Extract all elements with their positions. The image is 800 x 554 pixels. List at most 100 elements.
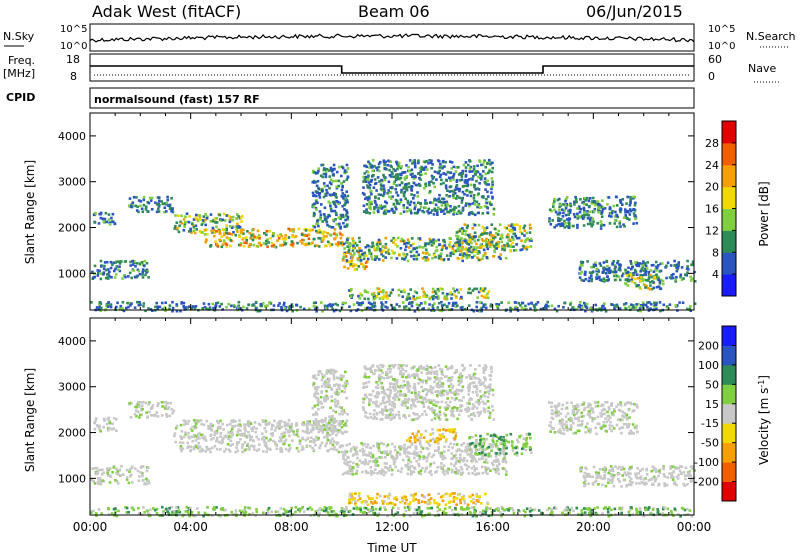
echo-cell (107, 428, 110, 432)
echo-cell (522, 307, 526, 311)
echo-cell (523, 442, 527, 446)
echo-cell (193, 307, 197, 310)
echo-cell (242, 228, 245, 232)
echo-cell (554, 210, 558, 214)
echo-cell (496, 466, 499, 470)
echo-cell (635, 284, 639, 287)
echo-cell (484, 296, 488, 299)
echo-cell (295, 303, 299, 307)
echo-cell (362, 265, 365, 268)
echo-cell (313, 244, 317, 248)
echo-cell (436, 213, 439, 216)
echo-cell (454, 206, 458, 210)
echo-cell (440, 394, 443, 397)
echo-cell (254, 236, 258, 240)
echo-cell (634, 277, 637, 281)
echo-cell (378, 456, 381, 459)
echo-cell (145, 268, 149, 272)
echo-cell (236, 213, 239, 216)
echo-cell (474, 173, 477, 176)
echo-cell (362, 397, 366, 401)
echo-cell (105, 302, 109, 306)
echo-cell (404, 404, 407, 407)
echo-cell (357, 463, 360, 467)
echo-cell (154, 305, 157, 309)
echo-cell (497, 472, 500, 475)
echo-cell (491, 436, 495, 439)
echo-cell (505, 439, 508, 443)
echo-cell (133, 412, 137, 416)
echo-cell (309, 436, 313, 439)
echo-cell (569, 204, 573, 208)
echo-cell (364, 180, 368, 183)
echo-cell (455, 288, 459, 292)
echo-cell (644, 264, 648, 268)
echo-cell (446, 170, 450, 174)
echo-cell (251, 429, 254, 433)
echo-cell (352, 239, 355, 243)
echo-cell (437, 197, 441, 200)
echo-cell (317, 245, 321, 248)
echo-cell (503, 446, 507, 449)
echo-cell (334, 218, 337, 221)
echo-cell (578, 303, 581, 307)
echo-cell (137, 269, 141, 273)
echo-cell (395, 455, 399, 459)
echo-cell (399, 470, 403, 474)
echo-cell (327, 428, 331, 432)
echo-cell (443, 303, 446, 307)
echo-cell (311, 241, 314, 245)
echo-cell (615, 225, 619, 229)
echo-cell (638, 307, 642, 310)
echo-cell (425, 459, 429, 463)
echo-cell (322, 397, 326, 400)
echo-cell (438, 160, 441, 163)
echo-cell (223, 219, 227, 222)
echo-cell (308, 423, 312, 426)
echo-cell (228, 422, 232, 426)
echo-cell (248, 424, 251, 428)
echo-cell (358, 302, 362, 305)
echo-cell (382, 294, 386, 297)
echo-cell (137, 303, 141, 307)
echo-cell (155, 301, 158, 305)
echo-cell (102, 471, 105, 474)
echo-cell (556, 198, 560, 202)
echo-cell (388, 168, 391, 172)
echo-cell (429, 239, 432, 243)
echo-cell (410, 304, 414, 308)
echo-cell (421, 209, 424, 213)
echo-cell (497, 242, 500, 245)
echo-cell (525, 438, 528, 442)
echo-cell (476, 187, 479, 190)
echo-cell (125, 476, 129, 479)
echo-cell (340, 430, 343, 434)
echo-cell (503, 248, 506, 252)
echo-cell (623, 225, 626, 228)
echo-cell (455, 388, 459, 392)
echo-cell (369, 163, 373, 167)
echo-cell (476, 238, 480, 242)
echo-cell (334, 205, 338, 209)
echo-cell (392, 168, 395, 171)
echo-cell (330, 418, 333, 421)
echo-cell (571, 306, 574, 309)
echo-cell (323, 206, 327, 210)
echo-cell (316, 392, 320, 396)
echo-cell (641, 279, 645, 283)
echo-cell (285, 309, 289, 313)
echo-cell (564, 213, 568, 217)
echo-cell (486, 466, 489, 470)
echo-cell (634, 201, 637, 205)
echo-cell (340, 188, 344, 192)
echo-cell (325, 235, 328, 238)
echo-cell (619, 268, 622, 272)
echo-cell (370, 455, 373, 459)
echo-cell (115, 479, 119, 483)
echo-cell (423, 470, 427, 473)
echo-cell (264, 239, 268, 243)
echo-cell (681, 301, 685, 304)
echo-cell (417, 382, 420, 385)
echo-cell (371, 241, 374, 245)
echo-cell (496, 445, 499, 448)
